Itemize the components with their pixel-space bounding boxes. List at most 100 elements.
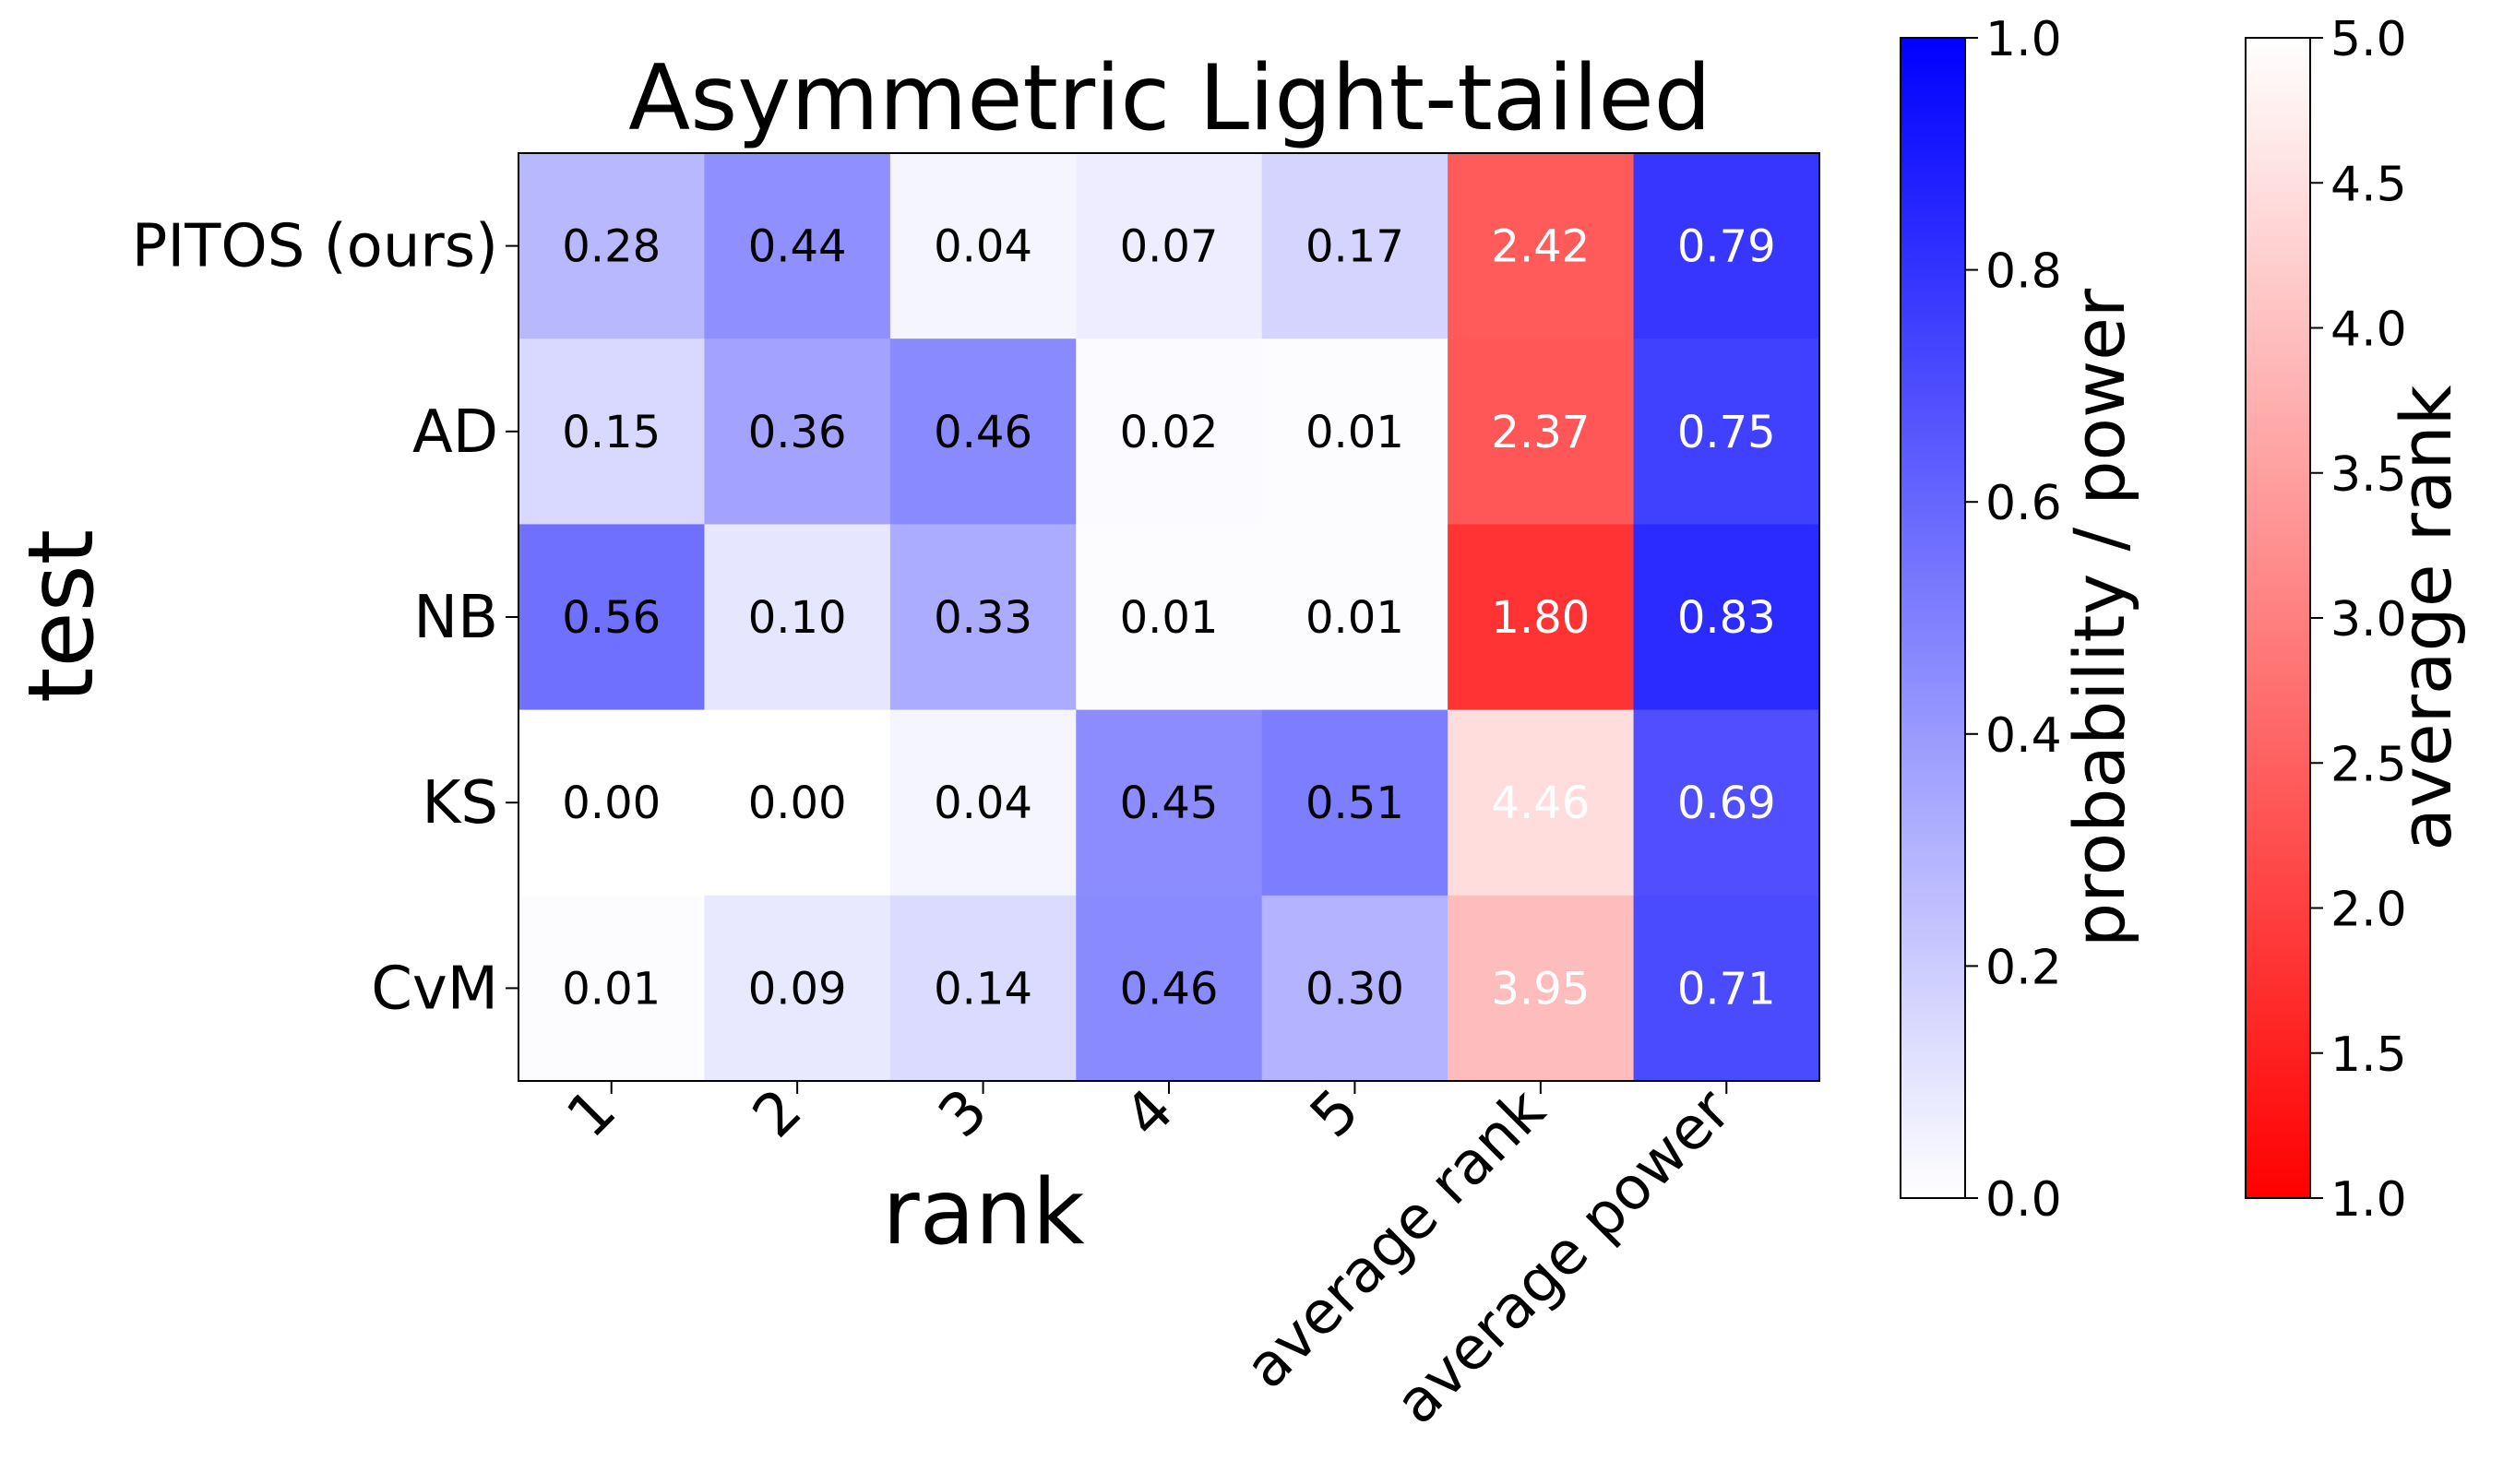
heatmap-cell xyxy=(518,895,706,1082)
heatmap-cell xyxy=(1633,895,1820,1082)
heatmap-cell xyxy=(889,338,1077,525)
x-tick-label: 3 xyxy=(926,1076,1001,1151)
cell-value-label: 2.37 xyxy=(1491,407,1590,458)
cell-value-label: 0.17 xyxy=(1305,221,1404,273)
cell-value-label: 0.10 xyxy=(748,592,847,644)
heatmap-cell-labels: 0.28 0.44 0.04 0.07 0.17 2.42 0.79 0.15 0.36 0.46… xyxy=(562,221,1775,1015)
heatmap-cell xyxy=(1633,338,1820,525)
cell-value-label: 0.56 xyxy=(562,592,661,644)
cell-value-label: 4.46 xyxy=(1491,778,1590,829)
colorbar-tick-label: 5.0 xyxy=(2330,12,2407,67)
y-tick-label: NB xyxy=(413,584,498,652)
x-tick-label: average power xyxy=(1383,1076,1745,1438)
heatmap-cell xyxy=(889,895,1077,1082)
cell-value-label: 0.04 xyxy=(934,221,1032,273)
cell-value-label: 0.83 xyxy=(1677,592,1776,644)
heatmap-cell xyxy=(1448,524,1635,711)
cell-value-label: 0.30 xyxy=(1305,963,1404,1015)
colorbar-tick-label: 1.0 xyxy=(2330,1172,2407,1228)
x-tick-label: 1 xyxy=(554,1076,629,1151)
cell-value-label: 0.09 xyxy=(748,963,847,1015)
heatmap-cell xyxy=(1076,524,1263,711)
heatmap-cell xyxy=(1633,153,1820,339)
rank-colorbar-ticks: 1.0 1.5 2.0 2.5 3.0 3.5 4.0 4.5 5.0 xyxy=(2310,12,2407,1228)
rank-colorbar-label: average rank xyxy=(2385,385,2467,850)
colorbar-tick-label: 2.5 xyxy=(2330,737,2407,792)
power-colorbar-ticks: 0.0 0.2 0.4 0.6 0.8 1.0 xyxy=(1965,12,2062,1228)
cell-value-label: 0.71 xyxy=(1677,963,1776,1015)
cell-value-label: 0.15 xyxy=(562,407,661,458)
heatmap-cell xyxy=(1633,709,1820,896)
x-tick-label: 5 xyxy=(1298,1076,1373,1151)
chart-title: Asymmetric Light-tailed xyxy=(628,46,1711,151)
heatmap-cell xyxy=(1261,709,1448,896)
y-tick-label: AD xyxy=(412,398,498,467)
colorbar-tick-label: 1.0 xyxy=(1985,12,2062,67)
heatmap-cell xyxy=(518,153,706,339)
colorbar-tick-label: 0.4 xyxy=(1985,708,2062,764)
x-axis-label: rank xyxy=(882,1160,1084,1265)
colorbar-tick-label: 0.0 xyxy=(1985,1172,2062,1228)
cell-value-label: 0.46 xyxy=(934,407,1032,458)
heatmap-cell xyxy=(1261,338,1448,525)
cell-value-label: 0.75 xyxy=(1677,407,1776,458)
heatmap-cell xyxy=(1448,153,1635,339)
cell-value-label: 0.33 xyxy=(934,592,1032,644)
heatmap-cell xyxy=(889,153,1077,339)
cell-value-label: 0.01 xyxy=(1305,592,1404,644)
y-axis-label: test xyxy=(9,529,114,703)
cell-value-label: 1.80 xyxy=(1491,592,1590,644)
cell-value-label: 3.95 xyxy=(1491,963,1590,1015)
cell-value-label: 0.44 xyxy=(748,221,847,273)
cell-value-label: 0.45 xyxy=(1120,778,1219,829)
heatmap-cell xyxy=(1261,524,1448,711)
y-tick-label: CvM xyxy=(371,955,498,1023)
cell-value-label: 0.04 xyxy=(934,778,1032,829)
heatmap-cell xyxy=(704,709,891,896)
heatmap-cell xyxy=(704,895,891,1082)
heatmap-cell xyxy=(889,524,1077,711)
heatmap-cell xyxy=(1448,895,1635,1082)
y-tick-label: PITOS (ours) xyxy=(132,213,498,281)
heatmap-cell xyxy=(1633,524,1820,711)
colorbar-tick-label: 4.5 xyxy=(2330,157,2407,212)
cell-value-label: 0.51 xyxy=(1305,778,1404,829)
cell-value-label: 0.28 xyxy=(562,221,661,273)
colorbar-tick-label: 1.5 xyxy=(2330,1027,2407,1083)
colorbar-tick-label: 0.8 xyxy=(1985,244,2062,300)
cell-value-label: 0.00 xyxy=(748,778,847,829)
cell-value-label: 0.69 xyxy=(1677,778,1776,829)
heatmap-cells xyxy=(518,153,1820,1082)
colorbar-tick-label: 3.0 xyxy=(2330,592,2407,647)
heatmap-cell xyxy=(1448,338,1635,525)
heatmap-cell xyxy=(518,524,706,711)
heatmap-cell xyxy=(704,524,891,711)
cell-value-label: 2.42 xyxy=(1491,221,1590,273)
colorbar-tick-label: 0.6 xyxy=(1985,476,2062,531)
cell-value-label: 0.14 xyxy=(934,963,1032,1015)
heatmap-cell xyxy=(518,709,706,896)
cell-value-label: 0.46 xyxy=(1120,963,1219,1015)
heatmap-cell xyxy=(1261,895,1448,1082)
colorbar-tick-label: 4.0 xyxy=(2330,303,2407,358)
heatmap-cell xyxy=(704,338,891,525)
rank-colorbar xyxy=(2245,37,2311,1199)
heatmap-cell xyxy=(1261,153,1448,339)
cell-value-label: 0.00 xyxy=(562,778,661,829)
power-colorbar-label: probability / power xyxy=(2058,288,2140,947)
power-colorbar xyxy=(1900,37,1966,1199)
y-tick-labels: PITOS (ours) AD NB KS CvM xyxy=(132,213,518,1023)
colorbar-tick-label: 3.5 xyxy=(2330,447,2407,503)
heatmap-cell xyxy=(1076,895,1263,1082)
heatmap-cell xyxy=(1076,153,1263,339)
x-tick-label: 2 xyxy=(740,1076,815,1151)
heatmap-cell xyxy=(1076,709,1263,896)
x-tick-label: 4 xyxy=(1112,1076,1186,1151)
y-tick-label: KS xyxy=(422,769,498,837)
cell-value-label: 0.01 xyxy=(1305,407,1404,458)
heatmap-cell xyxy=(1448,709,1635,896)
cell-value-label: 0.01 xyxy=(1120,592,1219,644)
cell-value-label: 0.01 xyxy=(562,963,661,1015)
